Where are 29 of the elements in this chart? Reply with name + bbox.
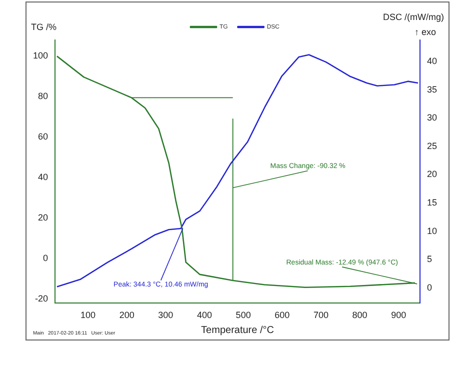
y2-tick-label: 5	[426, 254, 432, 264]
y-tick-label: 20	[38, 212, 48, 223]
x-tick-label: 200	[119, 310, 134, 320]
x-tick-label: 900	[391, 310, 406, 320]
x-axis-title: Temperature /°C	[201, 324, 274, 336]
x-tick-label: 800	[352, 310, 368, 320]
y2-tick-label: 25	[426, 140, 438, 151]
y-tick-label: -20	[35, 294, 48, 304]
y2-tick-label: 15	[426, 198, 438, 208]
y-tick-label: 80	[38, 91, 48, 102]
x-tick-label: 500	[236, 310, 251, 320]
y2-tick-label: 20	[426, 169, 438, 180]
x-tick-label: 700	[313, 310, 328, 320]
text: ↑ exo	[414, 26, 436, 37]
y-tick-label: 40	[38, 172, 48, 182]
y2-tick-label: 40	[426, 56, 438, 66]
y2-tick-label: 30	[426, 112, 438, 123]
y2-tick-label: 35	[426, 84, 438, 94]
y-tick-label: 0	[43, 253, 48, 264]
y2-axis-title: DSC /(mW/mg)	[382, 12, 444, 22]
x-tick-label: 400	[196, 310, 212, 320]
y2-tick-label: 0	[426, 282, 432, 292]
y2-tick-label: 10	[426, 226, 438, 236]
y-tick-label: 60	[38, 132, 48, 142]
y-axis-title: TG /%	[31, 22, 57, 32]
x-tick-label: 300	[158, 310, 174, 320]
x-tick-label: 600	[274, 310, 290, 320]
x-tick-label: 100	[80, 310, 96, 320]
y-tick-label: 100	[32, 50, 48, 61]
